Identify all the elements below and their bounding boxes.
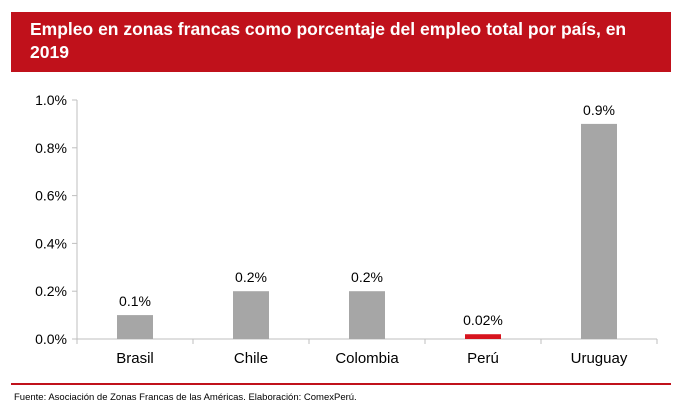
- x-tick-label: Brasil: [116, 350, 154, 367]
- data-label: 0.9%: [583, 102, 615, 118]
- chart-title-banner: Empleo en zonas francas como porcentaje …: [11, 12, 671, 72]
- x-tick-label: Chile: [234, 350, 268, 367]
- data-label: 0.2%: [235, 269, 267, 285]
- chart-title: Empleo en zonas francas como porcentaje …: [30, 19, 627, 62]
- bar: [233, 291, 269, 339]
- data-label: 0.02%: [463, 312, 503, 328]
- x-tick-label: Perú: [467, 350, 499, 367]
- bar: [349, 291, 385, 339]
- x-tick-label: Uruguay: [571, 350, 628, 367]
- bar: [117, 315, 153, 339]
- y-tick-label: 0.6%: [35, 188, 67, 204]
- y-tick-label: 0.8%: [35, 140, 67, 156]
- y-tick-label: 1.0%: [35, 92, 67, 108]
- y-tick-label: 0.0%: [35, 331, 67, 347]
- data-label: 0.2%: [351, 269, 383, 285]
- y-tick-label: 0.4%: [35, 235, 67, 251]
- x-tick-label: Colombia: [335, 350, 399, 367]
- source-note: Fuente: Asociación de Zonas Francas de l…: [14, 392, 357, 403]
- footer-divider: [11, 383, 671, 385]
- bar: [581, 123, 617, 340]
- data-label: 0.1%: [119, 293, 151, 309]
- bar: [465, 334, 501, 339]
- y-tick-label: 0.2%: [35, 283, 67, 299]
